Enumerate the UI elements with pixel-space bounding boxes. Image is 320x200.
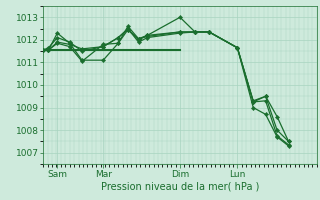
X-axis label: Pression niveau de la mer( hPa ): Pression niveau de la mer( hPa ) — [101, 181, 259, 191]
